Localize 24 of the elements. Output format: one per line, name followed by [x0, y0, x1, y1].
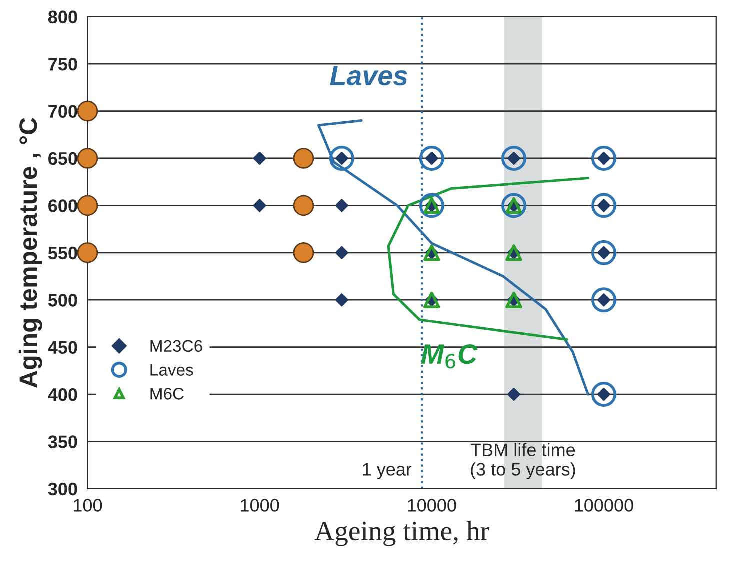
x-tick-label: 10000 [408, 499, 456, 512]
y-tick-label: 350 [48, 436, 78, 448]
y-tick-label: 550 [48, 246, 78, 260]
band-label: TBM life time (3 to 5 years) [470, 443, 576, 480]
annotation: Laves [330, 66, 408, 86]
y-tick-label: 750 [48, 58, 78, 71]
y-tick-label: 650 [48, 152, 78, 166]
annotation: M$_{6}$C [421, 344, 478, 369]
y-tick-label: 800 [48, 10, 78, 24]
ref-line-label: 1 year [363, 463, 412, 480]
y-tick-label: 600 [48, 200, 78, 212]
legend-label: M6C [150, 388, 184, 400]
y-tick-label: 400 [48, 388, 78, 402]
y-tick-label: 500 [48, 294, 78, 307]
y-tick-label: 700 [48, 105, 78, 118]
x-axis-title: Ageing time, hr [314, 521, 490, 546]
legend-label: M23C6 [150, 340, 202, 352]
y-axis-title: Aging temperature , °C [18, 118, 42, 388]
legend-label: Laves [150, 364, 194, 376]
y-tick-label: 300 [48, 482, 78, 496]
x-tick-label: 1000 [241, 499, 280, 512]
x-tick-label: 100 [74, 499, 102, 512]
y-tick-label: 450 [48, 341, 78, 354]
x-tick-label: 100000 [575, 499, 634, 512]
